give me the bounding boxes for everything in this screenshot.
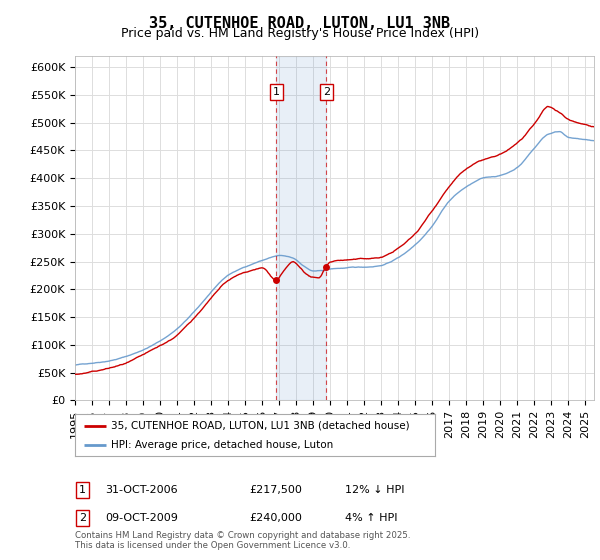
Text: 2: 2 <box>79 513 86 523</box>
Text: 2: 2 <box>323 87 330 97</box>
Text: 1: 1 <box>273 87 280 97</box>
Text: 12% ↓ HPI: 12% ↓ HPI <box>345 485 404 495</box>
Text: 1: 1 <box>79 485 86 495</box>
Text: 31-OCT-2006: 31-OCT-2006 <box>105 485 178 495</box>
Text: £240,000: £240,000 <box>249 513 302 523</box>
Text: £217,500: £217,500 <box>249 485 302 495</box>
Text: Price paid vs. HM Land Registry's House Price Index (HPI): Price paid vs. HM Land Registry's House … <box>121 27 479 40</box>
Text: HPI: Average price, detached house, Luton: HPI: Average price, detached house, Luto… <box>111 440 333 450</box>
Text: 35, CUTENHOE ROAD, LUTON, LU1 3NB: 35, CUTENHOE ROAD, LUTON, LU1 3NB <box>149 16 451 31</box>
Text: 35, CUTENHOE ROAD, LUTON, LU1 3NB (detached house): 35, CUTENHOE ROAD, LUTON, LU1 3NB (detac… <box>111 421 410 431</box>
Text: Contains HM Land Registry data © Crown copyright and database right 2025.
This d: Contains HM Land Registry data © Crown c… <box>75 530 410 550</box>
Bar <box>277 56 326 400</box>
Text: 09-OCT-2009: 09-OCT-2009 <box>105 513 178 523</box>
Text: 4% ↑ HPI: 4% ↑ HPI <box>345 513 398 523</box>
